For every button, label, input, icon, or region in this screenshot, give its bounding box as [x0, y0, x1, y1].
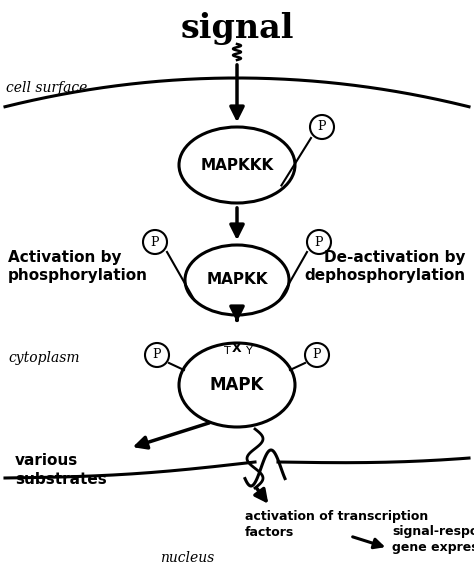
Text: X: X	[232, 343, 242, 356]
Text: P: P	[313, 348, 321, 361]
Text: activation of transcription
factors: activation of transcription factors	[245, 510, 428, 539]
Text: P: P	[153, 348, 161, 361]
Ellipse shape	[185, 245, 289, 315]
Text: P: P	[151, 235, 159, 248]
Text: P: P	[315, 235, 323, 248]
Text: nucleus: nucleus	[160, 551, 214, 565]
Circle shape	[310, 115, 334, 139]
Circle shape	[307, 230, 331, 254]
Circle shape	[145, 343, 169, 367]
Text: MAPKKK: MAPKKK	[201, 158, 273, 172]
Text: cytoplasm: cytoplasm	[8, 351, 80, 365]
Text: T: T	[224, 346, 230, 356]
Text: P: P	[318, 120, 326, 134]
Text: various: various	[15, 453, 78, 468]
Text: phosphorylation: phosphorylation	[8, 268, 148, 283]
Text: Activation by: Activation by	[8, 250, 121, 265]
Circle shape	[143, 230, 167, 254]
Ellipse shape	[179, 343, 295, 427]
Text: signal-responsive
gene expression: signal-responsive gene expression	[392, 525, 474, 554]
Text: substrates: substrates	[15, 472, 107, 487]
Text: MAPKK: MAPKK	[206, 272, 268, 288]
Ellipse shape	[179, 127, 295, 203]
Text: MAPK: MAPK	[210, 376, 264, 394]
Circle shape	[305, 343, 329, 367]
Text: signal: signal	[180, 12, 294, 45]
Text: Y: Y	[246, 346, 252, 356]
Text: dephosphorylation: dephosphorylation	[305, 268, 466, 283]
Text: De-activation by: De-activation by	[325, 250, 466, 265]
Text: cell surface: cell surface	[6, 81, 87, 95]
